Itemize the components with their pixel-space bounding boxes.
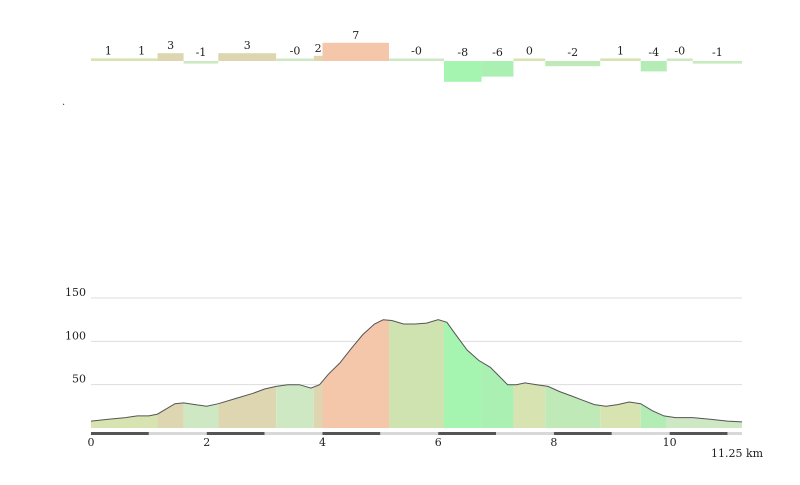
grade-bar-15 [666,58,693,61]
area-band-9 [481,319,514,428]
scale-segment-6 [438,432,497,435]
xtick-label-0: 0 [88,436,95,449]
grade-label-13: 1 [617,44,624,57]
grade-label-16: -1 [712,46,723,59]
grade-label-7: 7 [352,29,359,42]
area-band-3 [218,319,277,428]
grade-label-11: 0 [526,45,533,58]
scale-segment-0 [91,432,149,435]
xtick-label-6: 6 [435,436,442,449]
grade-bar-12 [545,61,601,67]
scale-segment-3 [264,432,323,435]
grade-bar-11 [513,58,546,61]
xtick-label-10: 10 [663,436,677,449]
ytick-label-150: 150 [65,286,86,299]
grade-label-3: -1 [196,46,207,59]
scale-segment-10 [669,432,728,435]
grade-bar-9 [443,61,482,82]
scale-segment-5 [380,432,439,435]
ytick-label-50: 50 [72,373,86,386]
scale-segment-2 [206,432,265,435]
grade-bar-0 [91,58,126,61]
grade-label-9: -8 [457,46,468,59]
area-band-13 [640,319,667,428]
grade-bar-2 [157,53,184,61]
grade-bar-4 [218,53,277,61]
grade-bar-14 [640,61,667,72]
grade-bar-8 [389,58,444,61]
area-band-11 [545,319,601,428]
marker-dot: · [62,100,66,111]
area-band-0 [91,319,158,428]
xtick-label-2: 2 [203,436,210,449]
scale-segment-9 [611,432,670,435]
grade-label-14: -4 [648,46,659,59]
scale-segment-4 [322,432,381,435]
grade-label-2: 3 [167,39,174,52]
grade-label-15: -0 [674,45,685,58]
total-distance-label: 11.25 km [711,447,764,460]
scale-segment-8 [553,432,612,435]
area-band-2 [183,319,219,428]
area-band-12 [600,319,641,428]
area-band-6 [322,319,390,428]
grade-label-1: 1 [138,44,145,57]
grade-bar-1 [125,58,158,61]
area-band-5 [313,319,323,428]
xtick-label-4: 4 [319,436,326,449]
elevation-line [90,319,743,423]
grade-bar-7 [322,42,390,61]
scale-segment-1 [148,432,207,435]
grade-label-5: -0 [290,45,301,58]
grade-label-0: 1 [105,44,112,57]
area-band-4 [276,319,314,428]
area-band-1 [157,319,184,428]
grade-label-4: 3 [244,39,251,52]
grade-bar-5 [276,58,314,61]
scale-segment-7 [496,432,554,435]
grade-label-8: -0 [411,45,422,58]
grade-label-10: -6 [492,46,503,59]
area-band-7 [389,319,444,428]
area-band-10 [513,319,546,428]
grade-bar-3 [183,61,219,64]
grade-bar-6 [313,55,323,61]
grade-bar-10 [481,61,514,77]
scale-segment-11 [727,432,742,435]
grade-bar-13 [600,58,641,61]
grade-label-6: 2 [315,42,322,55]
xtick-label-8: 8 [550,436,557,449]
area-band-14 [666,319,742,428]
area-fill-group [91,319,742,428]
ytick-label-100: 100 [65,329,86,342]
grade-bar-16 [692,61,742,64]
grade-label-12: -2 [567,46,578,59]
